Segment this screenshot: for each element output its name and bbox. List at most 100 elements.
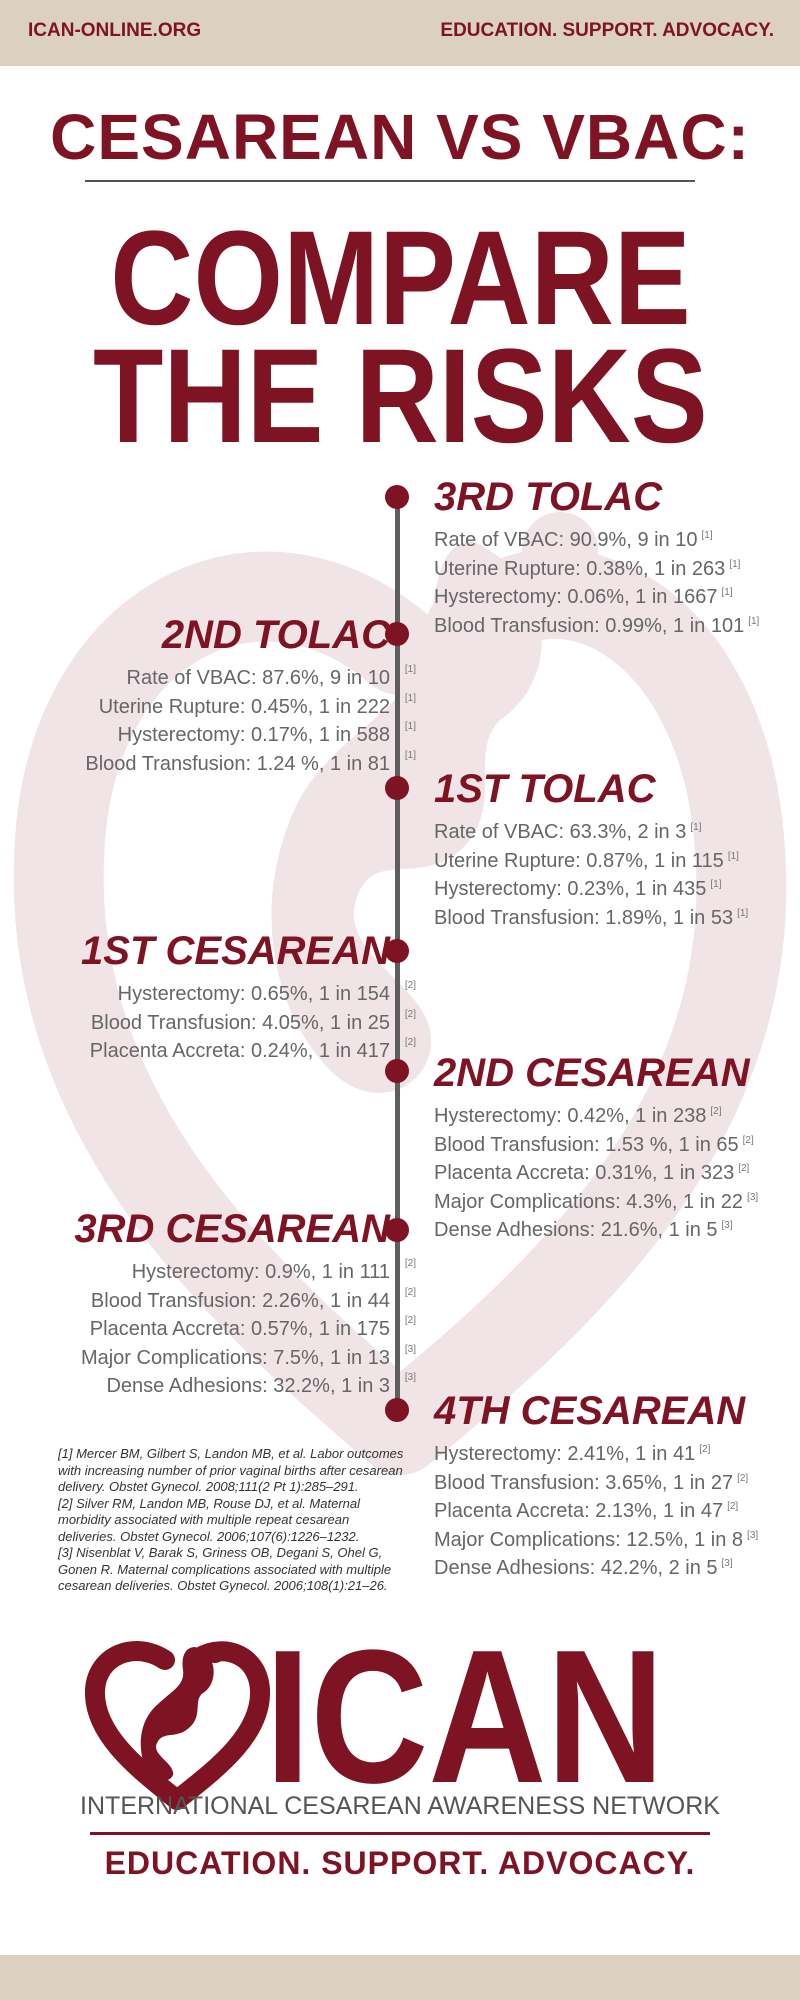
risk-stat-text: Hysterectomy: 0.42%, 1 in 238 bbox=[434, 1105, 707, 1127]
risk-stat: Rate of VBAC: 63.3%, 2 in 3 [1] bbox=[434, 818, 748, 847]
risk-stat: Hysterectomy: 0.23%, 1 in 435 [1] bbox=[434, 875, 748, 904]
top-banner: ICAN-ONLINE.ORG EDUCATION. SUPPORT. ADVO… bbox=[0, 0, 800, 66]
risk-stat-text: Hysterectomy: 2.41%, 1 in 41 bbox=[434, 1443, 696, 1465]
risk-stat-text: Blood Transfusion: 1.53 %, 1 in 65 bbox=[434, 1133, 739, 1156]
citation-ref: [2] bbox=[404, 1008, 416, 1020]
risk-stat: Hysterectomy: 0.42%, 1 in 238 [2] bbox=[434, 1102, 758, 1131]
risk-stat: Blood Transfusion: 2.26%, 1 in 44 [2] bbox=[74, 1287, 416, 1316]
risk-stat: Dense Adhesions: 21.6%, 1 in 5 [3] bbox=[434, 1216, 758, 1245]
citation-ref: [1] bbox=[404, 721, 416, 732]
citation-ref: [2] bbox=[742, 1134, 754, 1146]
risk-stat-text: Dense Adhesions: 21.6%, 1 in 5 bbox=[434, 1219, 718, 1241]
risk-stat-text: Hysterectomy: 0.65%, 1 in 154 bbox=[117, 983, 390, 1005]
risk-stat: Major Complications: 12.5%, 1 in 8 [3] bbox=[434, 1526, 758, 1555]
risk-stat: Hysterectomy: 0.65%, 1 in 154 [2] bbox=[81, 980, 416, 1009]
reference-line: Gonen R. Maternal complications associat… bbox=[58, 1561, 392, 1577]
risk-stat-text: Hysterectomy: 0.06%, 1 in 1667 bbox=[434, 586, 718, 608]
risk-stat-text: Blood Transfusion: 2.26%, 1 in 44 bbox=[90, 1289, 390, 1312]
citation-ref: [2] bbox=[404, 1037, 416, 1048]
risk-stat-text: Major Complications: 7.5%, 1 in 13 bbox=[80, 1346, 390, 1369]
citation-ref: [2] bbox=[404, 980, 416, 991]
risk-stat-text: Major Complications: 4.3%, 1 in 22 bbox=[434, 1190, 744, 1213]
heart-watermark bbox=[13, 512, 787, 1475]
section-4th-cesarean: 4TH CESAREAN Hysterectomy: 2.41%, 1 in 41… bbox=[434, 1388, 758, 1583]
risk-stat-text: Uterine Rupture: 0.38%, 1 in 263 bbox=[434, 557, 726, 580]
ican-heart-logo-icon bbox=[85, 1641, 270, 1810]
risk-stat: Dense Adhesions: 32.2%, 1 in 3 [3] bbox=[74, 1372, 416, 1401]
risk-stat-text: Uterine Rupture: 0.45%, 1 in 222 bbox=[98, 695, 390, 718]
citation-ref: [1] bbox=[729, 558, 741, 570]
title-line-1: CESAREAN VS VBAC: bbox=[50, 101, 750, 173]
reference-line: morbidity associated with multiple repea… bbox=[58, 1512, 350, 1527]
title-line-3: THE RISKS bbox=[92, 322, 708, 471]
citation-ref: [1] bbox=[404, 664, 416, 675]
section-3rd-tolac: 3RD TOLAC Rate of VBAC: 90.9%, 9 in 10 [1]… bbox=[434, 474, 759, 640]
section-heading: 2ND TOLAC bbox=[161, 613, 390, 657]
citation-ref: [3] bbox=[721, 1220, 733, 1231]
risk-stat: Blood Transfusion: 1.24 %, 1 in 81 [1] bbox=[85, 750, 416, 779]
citation-ref: [1] bbox=[727, 850, 739, 862]
risk-stat-text: Blood Transfusion: 3.65%, 1 in 27 bbox=[434, 1471, 734, 1494]
reference-line: [2] Silver RM, Landon MB, Rouse DJ, et a… bbox=[58, 1495, 361, 1511]
citation-ref: [3] bbox=[404, 1372, 416, 1383]
bottom-banner bbox=[0, 1955, 800, 2000]
risk-stat: Blood Transfusion: 0.99%, 1 in 101 [1] bbox=[434, 612, 759, 641]
risk-stat: Hysterectomy: 0.17%, 1 in 588 [1] bbox=[85, 721, 416, 750]
references: [1] Mercer BM, Gilbert S, Landon MB, et … bbox=[58, 1446, 404, 1595]
risk-stat: Placenta Accreta: 0.57%, 1 in 175 [2] bbox=[74, 1315, 416, 1344]
risk-stat-text: Blood Transfusion: 4.05%, 1 in 25 bbox=[90, 1011, 390, 1034]
risk-stat: Blood Transfusion: 1.53 %, 1 in 65 [2] bbox=[434, 1131, 758, 1160]
risk-stat: Placenta Accreta: 2.13%, 1 in 47 [2] bbox=[434, 1497, 758, 1526]
citation-ref: [1] bbox=[737, 907, 749, 919]
citation-ref: [1] bbox=[721, 587, 733, 598]
citation-ref: [1] bbox=[404, 692, 416, 704]
reference-line: cesarean deliveries. Obstet Gynecol. 200… bbox=[58, 1578, 388, 1593]
section-heading: 3RD TOLAC bbox=[434, 475, 663, 519]
organization-name: INTERNATIONAL CESAREAN AWARENESS NETWORK bbox=[80, 1792, 720, 1820]
risk-stat: Blood Transfusion: 4.05%, 1 in 25 [2] bbox=[81, 1009, 416, 1038]
citation-ref: [3] bbox=[721, 1558, 733, 1569]
risk-stat-text: Uterine Rupture: 0.87%, 1 in 115 bbox=[434, 849, 724, 872]
risk-stat: Uterine Rupture: 0.45%, 1 in 222 [1] bbox=[85, 693, 416, 722]
timeline-dot-3rd-cesarean bbox=[385, 1218, 409, 1242]
risk-stat-text: Hysterectomy: 0.23%, 1 in 435 bbox=[434, 878, 707, 900]
risk-stat: Uterine Rupture: 0.38%, 1 in 263 [1] bbox=[434, 555, 759, 584]
risk-stat-text: Dense Adhesions: 42.2%, 2 in 5 bbox=[434, 1557, 718, 1579]
citation-ref: [3] bbox=[404, 1343, 416, 1355]
timeline-dot-3rd-tolac bbox=[385, 485, 409, 509]
risk-stat-text: Dense Adhesions: 32.2%, 1 in 3 bbox=[106, 1375, 390, 1397]
citation-ref: [1] bbox=[404, 749, 416, 761]
risk-stat: Major Complications: 4.3%, 1 in 22 [3] bbox=[434, 1188, 758, 1217]
risk-stat: Rate of VBAC: 90.9%, 9 in 10 [1] bbox=[434, 526, 759, 555]
risk-stat: Placenta Accreta: 0.24%, 1 in 417 [2] bbox=[81, 1037, 416, 1066]
reference-line: [1] Mercer BM, Gilbert S, Landon MB, et … bbox=[58, 1446, 404, 1461]
site-url[interactable]: ICAN-ONLINE.ORG bbox=[28, 20, 202, 41]
risk-stat: Major Complications: 7.5%, 1 in 13 [3] bbox=[74, 1344, 416, 1373]
risk-stat-text: Hysterectomy: 0.9%, 1 in 111 bbox=[131, 1261, 390, 1283]
risk-stat: Dense Adhesions: 42.2%, 2 in 5 [3] bbox=[434, 1554, 758, 1583]
risk-stat-text: Major Complications: 12.5%, 1 in 8 bbox=[434, 1528, 744, 1551]
header-slogan: EDUCATION. SUPPORT. ADVOCACY. bbox=[440, 20, 774, 41]
citation-ref: [2] bbox=[404, 1315, 416, 1326]
risk-stat-text: Blood Transfusion: 0.99%, 1 in 101 bbox=[434, 614, 745, 637]
risk-stat-text: Blood Transfusion: 1.24 %, 1 in 81 bbox=[85, 752, 390, 775]
citation-ref: [2] bbox=[710, 1106, 722, 1117]
footer-divider bbox=[90, 1832, 710, 1835]
reference-line: delivery. Obstet Gynecol. 2008;111(2 Pt … bbox=[58, 1479, 359, 1494]
risk-stat: Rate of VBAC: 87.6%, 9 in 10 [1] bbox=[85, 664, 417, 693]
section-2nd-cesarean: 2ND CESAREAN Hysterectomy: 0.42%, 1 in 23… bbox=[434, 1050, 758, 1245]
risk-stat-text: Rate of VBAC: 63.3%, 2 in 3 bbox=[434, 821, 687, 843]
risk-stat-text: Rate of VBAC: 90.9%, 9 in 10 bbox=[434, 529, 698, 551]
risk-stat-text: Placenta Accreta: 0.31%, 1 in 323 bbox=[434, 1162, 735, 1184]
citation-ref: [1] bbox=[748, 615, 760, 627]
timeline-dot-2nd-cesarean bbox=[385, 1059, 409, 1083]
risk-stat-text: Rate of VBAC: 87.6%, 9 in 10 bbox=[126, 667, 391, 689]
risk-stat-text: Blood Transfusion: 1.89%, 1 in 53 bbox=[434, 906, 734, 929]
citation-ref: [3] bbox=[747, 1529, 759, 1541]
citation-ref: [2] bbox=[699, 1444, 711, 1455]
section-2nd-tolac: 2ND TOLAC Rate of VBAC: 87.6%, 9 in 10 [1]… bbox=[85, 612, 417, 779]
citation-ref: [2] bbox=[404, 1258, 416, 1269]
section-1st-tolac: 1ST TOLAC Rate of VBAC: 63.3%, 2 in 3 [1] U… bbox=[434, 766, 748, 932]
title-divider bbox=[85, 180, 695, 182]
risk-stat-text: Placenta Accreta: 0.24%, 1 in 417 bbox=[89, 1040, 390, 1062]
